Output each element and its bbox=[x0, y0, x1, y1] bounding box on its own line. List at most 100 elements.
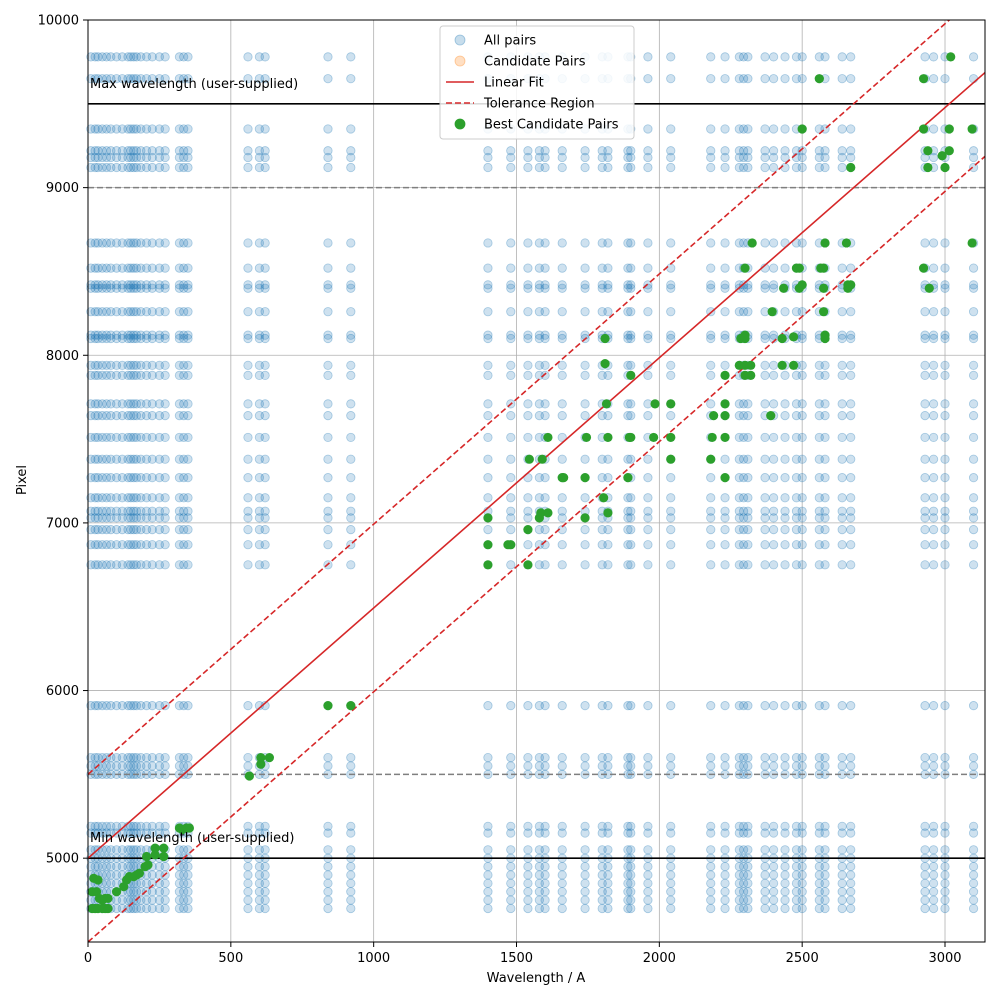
all-pairs-point bbox=[90, 360, 100, 370]
all-pairs-point bbox=[760, 821, 770, 831]
all-pairs-point bbox=[147, 124, 157, 134]
all-pairs-point bbox=[323, 263, 333, 273]
all-pairs-point bbox=[136, 828, 146, 838]
all-pairs-point bbox=[154, 761, 165, 771]
all-pairs-point bbox=[93, 146, 103, 156]
all-pairs-point bbox=[126, 761, 136, 771]
all-pairs-point bbox=[126, 454, 136, 464]
all-pairs-point bbox=[126, 360, 136, 370]
all-pairs-point bbox=[534, 701, 544, 711]
all-pairs-point bbox=[97, 146, 107, 156]
all-pairs-point bbox=[111, 845, 122, 855]
all-pairs-point bbox=[797, 887, 807, 897]
all-pairs-point bbox=[837, 360, 847, 370]
all-pairs-point bbox=[666, 473, 676, 483]
all-pairs-point bbox=[540, 333, 550, 344]
all-pairs-point bbox=[760, 845, 770, 855]
all-pairs-point bbox=[557, 506, 567, 516]
all-pairs-point bbox=[243, 263, 253, 273]
all-pairs-point bbox=[123, 493, 133, 503]
all-pairs-point bbox=[928, 878, 939, 888]
all-pairs-point bbox=[129, 903, 139, 914]
all-pairs-point bbox=[174, 540, 185, 550]
all-pairs-point bbox=[129, 861, 139, 872]
all-pairs-point bbox=[623, 701, 633, 711]
all-pairs-point bbox=[90, 162, 100, 173]
all-pairs-point bbox=[129, 895, 139, 905]
all-pairs-point bbox=[174, 152, 185, 163]
legend-marker bbox=[454, 118, 466, 130]
all-pairs-point bbox=[154, 399, 165, 409]
all-pairs-point bbox=[154, 903, 165, 914]
all-pairs-point bbox=[346, 152, 356, 163]
all-pairs-point bbox=[346, 307, 356, 317]
all-pairs-point bbox=[820, 162, 830, 173]
all-pairs-point bbox=[603, 146, 613, 156]
all-pairs-point bbox=[626, 513, 636, 523]
all-pairs-point bbox=[483, 263, 493, 273]
all-pairs-point bbox=[534, 861, 544, 872]
all-pairs-point bbox=[106, 432, 116, 443]
all-pairs-point bbox=[846, 887, 856, 897]
all-pairs-point bbox=[136, 761, 146, 771]
all-pairs-point bbox=[111, 152, 122, 163]
all-pairs-point bbox=[739, 506, 749, 516]
all-pairs-point bbox=[739, 525, 749, 535]
all-pairs-point bbox=[126, 238, 136, 248]
all-pairs-point bbox=[101, 540, 112, 550]
all-pairs-point bbox=[117, 333, 127, 344]
all-pairs-point bbox=[666, 895, 676, 905]
all-pairs-point bbox=[820, 432, 830, 443]
all-pairs-point bbox=[920, 493, 930, 503]
best-candidate-point bbox=[323, 701, 333, 711]
all-pairs-point bbox=[540, 146, 550, 156]
all-pairs-point bbox=[968, 454, 979, 464]
all-pairs-point bbox=[734, 162, 744, 173]
all-pairs-point bbox=[940, 506, 950, 516]
all-pairs-point bbox=[643, 761, 653, 771]
all-pairs-point bbox=[739, 701, 749, 711]
all-pairs-point bbox=[323, 280, 333, 290]
all-pairs-point bbox=[760, 828, 770, 838]
all-pairs-point bbox=[780, 878, 790, 888]
all-pairs-point bbox=[580, 845, 590, 855]
all-pairs-point bbox=[179, 525, 189, 535]
all-pairs-point bbox=[97, 821, 107, 831]
all-pairs-point bbox=[557, 560, 567, 570]
all-pairs-point bbox=[254, 895, 265, 905]
all-pairs-point bbox=[323, 821, 333, 831]
all-pairs-point bbox=[968, 887, 979, 897]
all-pairs-point bbox=[141, 752, 152, 763]
all-pairs-point bbox=[720, 152, 730, 163]
all-pairs-point bbox=[540, 238, 550, 248]
all-pairs-point bbox=[101, 280, 112, 290]
all-pairs-point bbox=[837, 903, 847, 914]
all-pairs-point bbox=[597, 411, 607, 421]
all-pairs-point bbox=[106, 870, 116, 880]
best-candidate-point bbox=[666, 432, 676, 443]
all-pairs-point bbox=[154, 821, 165, 831]
all-pairs-point bbox=[769, 473, 779, 483]
all-pairs-point bbox=[557, 540, 567, 550]
all-pairs-point bbox=[597, 701, 607, 711]
all-pairs-point bbox=[534, 411, 544, 421]
all-pairs-point bbox=[97, 238, 107, 248]
all-pairs-point bbox=[93, 828, 103, 838]
all-pairs-point bbox=[260, 283, 270, 293]
all-pairs-point bbox=[141, 411, 152, 421]
all-pairs-point bbox=[506, 370, 516, 380]
all-pairs-point bbox=[243, 473, 253, 483]
all-pairs-point bbox=[129, 411, 139, 421]
best-candidate-point bbox=[244, 771, 255, 781]
all-pairs-point bbox=[123, 861, 133, 872]
all-pairs-point bbox=[643, 493, 653, 503]
all-pairs-point bbox=[743, 560, 753, 570]
all-pairs-point bbox=[523, 370, 533, 380]
all-pairs-point bbox=[160, 432, 170, 443]
all-pairs-point bbox=[346, 560, 356, 570]
all-pairs-point bbox=[540, 903, 550, 914]
all-pairs-point bbox=[111, 238, 122, 248]
all-pairs-point bbox=[183, 895, 193, 905]
all-pairs-point bbox=[523, 360, 533, 370]
all-pairs-point bbox=[101, 493, 112, 503]
